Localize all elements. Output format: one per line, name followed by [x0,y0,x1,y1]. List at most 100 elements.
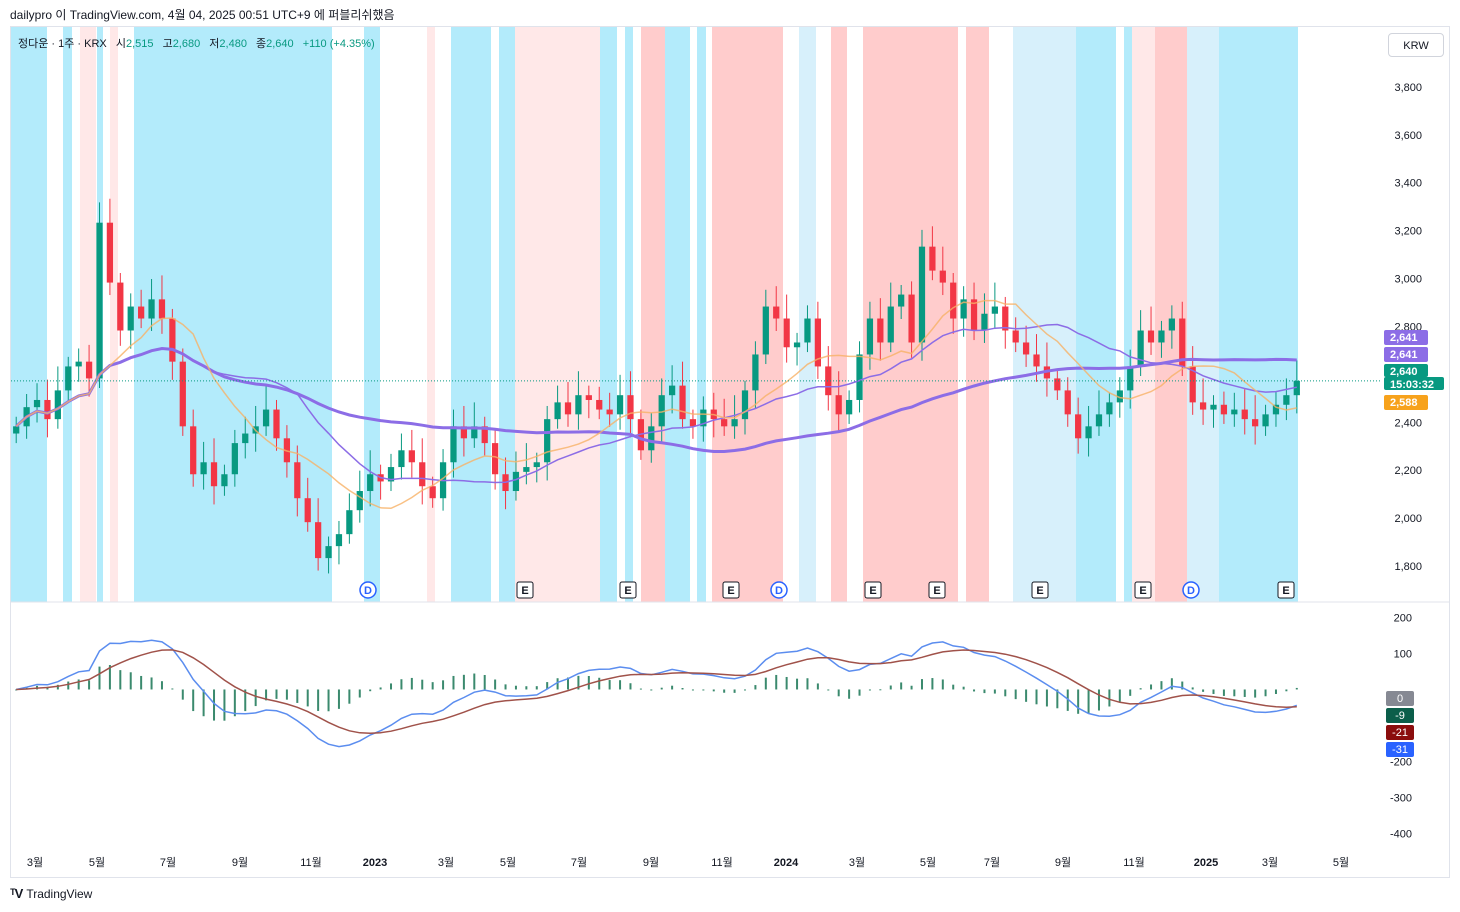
macd-bar [1139,688,1142,690]
dividend-marker[interactable]: D [1182,581,1200,599]
price-badge-text: 2,640 [1390,366,1418,378]
candle [117,282,124,331]
price-badge-text: 2,588 [1390,397,1418,409]
session-band [499,27,515,602]
candle [783,318,790,348]
session-band [134,27,332,602]
time-tick-label: 7월 [984,856,1000,869]
dividend-marker-circle [359,581,377,599]
earnings-marker[interactable]: E [1277,581,1295,599]
session-band [63,27,72,602]
macd-badge-bg [1386,742,1414,757]
macd-bar [1222,689,1225,696]
candle [616,395,624,415]
candle [1262,414,1269,427]
macd-badge-text: 0 [1397,693,1403,705]
price-tick-label: 2,400 [1394,417,1422,429]
macd-bar [108,665,111,690]
price-tick-label: 3,600 [1394,130,1422,142]
candle [1147,330,1155,343]
macd-bar [348,689,351,704]
macd-bar [379,687,382,690]
earnings-marker[interactable]: E [619,581,637,599]
ohlc-legend: 정다운 · 1주 · KRX 시2,515 고2,680 저2,480 종2,6… [18,35,375,51]
tradingview-logo[interactable]: ᵀV TradingView [10,886,92,901]
macd-bar [910,685,913,690]
candle [273,409,280,439]
session-band [80,27,96,602]
price-tick-label: 3,000 [1394,274,1422,286]
candle [1272,404,1280,415]
event-marker-letter: E [933,585,940,597]
macd-bar [619,680,622,690]
candle [158,299,166,319]
macd-bar [806,678,809,690]
macd-bar [535,686,538,690]
macd-bar [421,679,424,690]
symbol-title[interactable]: 정다운 · 1주 · KRX [18,38,107,50]
time-tick-label: 11월 [711,856,733,869]
macd-bar [213,689,216,721]
macd-axis-badge: -21 [1386,725,1414,740]
session-band [641,27,665,602]
price-axis-badge: 15:03:32 [1384,377,1444,391]
candle [148,299,155,319]
macd-bar [754,685,757,690]
price-tick-label: 3,400 [1394,178,1422,190]
candle [65,366,72,391]
candle [512,471,520,492]
price-tick-label: 2,200 [1394,465,1422,477]
macd-bar [941,679,944,690]
earnings-marker[interactable]: E [722,581,740,599]
candle [564,402,572,415]
macd-badge-bg [1386,691,1414,706]
macd-bar [442,680,445,690]
candle [1158,330,1165,343]
macd-bar [1274,689,1277,695]
earnings-marker-box [928,581,946,599]
candle [544,419,551,463]
macd-bar [88,680,91,690]
earnings-marker[interactable]: E [864,581,882,599]
macd-bar [369,689,372,692]
macd-bar [681,688,684,690]
earnings-marker-box [864,581,882,599]
macd-bar [514,685,517,690]
macd-axis: 200 100 -200 -300 -400 [1390,612,1412,840]
earnings-marker[interactable]: E [1031,581,1049,599]
macd-line [16,639,1298,748]
time-tick-label: 9월 [232,856,248,869]
event-marker-letter: E [727,585,734,597]
macd-bar [952,684,955,690]
candle [1210,404,1217,410]
dividend-marker[interactable]: D [359,581,377,599]
earnings-marker[interactable]: E [1134,581,1152,599]
session-band [364,27,380,602]
macd-bar [733,689,736,693]
macd-bar [504,684,507,690]
macd-bar [743,689,746,691]
macd-bar [587,676,590,690]
currency-button[interactable]: KRW [1388,33,1444,57]
price-badge-text: 2,641 [1390,349,1418,361]
macd-bar [452,675,455,690]
session-band [11,27,47,602]
macd-tick-label: -200 [1390,757,1412,769]
dividend-marker[interactable]: D [770,581,788,599]
macd-bar [889,685,892,690]
macd-bar [1014,689,1017,700]
time-tick-label: 11월 [1123,856,1145,869]
macd-bar [244,689,247,712]
earnings-marker[interactable]: E [516,581,534,599]
macd-bar [1077,689,1080,714]
macd-tick-label: -400 [1390,829,1412,841]
earnings-marker[interactable]: E [928,581,946,599]
session-band [625,27,633,602]
candles [13,198,1300,574]
candle [887,306,894,343]
time-tick-label: 5월 [500,856,516,869]
candle [367,474,374,492]
macd-axis-badge: 0 [1386,691,1414,706]
session-band [1013,27,1076,602]
